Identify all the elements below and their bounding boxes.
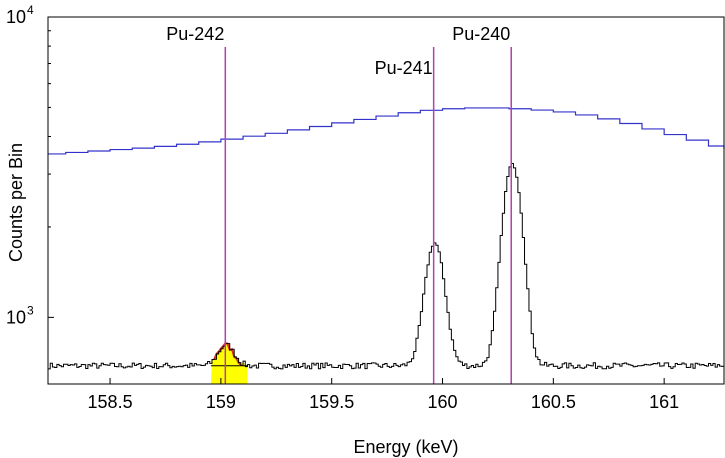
- x-tick-label: 160: [427, 392, 457, 412]
- x-tick-label: 160.5: [531, 392, 576, 412]
- x-tick-label: 159.5: [309, 392, 354, 412]
- series-line-spectrum: [48, 163, 725, 370]
- x-tick-label: 159: [206, 392, 236, 412]
- plot-frame: [47, 16, 725, 385]
- y-tick-label: 10: [6, 7, 26, 27]
- peak-marker-label: Pu-241: [375, 58, 433, 78]
- shaded-region: [210, 343, 248, 384]
- x-tick-label: 161: [649, 392, 679, 412]
- series-line-envelope: [48, 107, 725, 155]
- y-axis-title: Counts per Bin: [6, 143, 26, 262]
- peak-marker-layer: Pu-242 Pu-241 Pu-240: [166, 24, 512, 384]
- y-tick-exponent: 3: [27, 303, 34, 317]
- shaded-region-layer: [210, 342, 248, 384]
- peak-marker-label: Pu-240: [452, 24, 510, 44]
- x-tick-label: 158.5: [88, 392, 133, 412]
- y-tick-exponent: 4: [27, 3, 34, 17]
- series-layer: [48, 107, 725, 370]
- peak-marker-label: Pu-242: [166, 24, 224, 44]
- x-axis-title: Energy (keV): [353, 437, 458, 457]
- y-tick-label: 10: [6, 307, 26, 327]
